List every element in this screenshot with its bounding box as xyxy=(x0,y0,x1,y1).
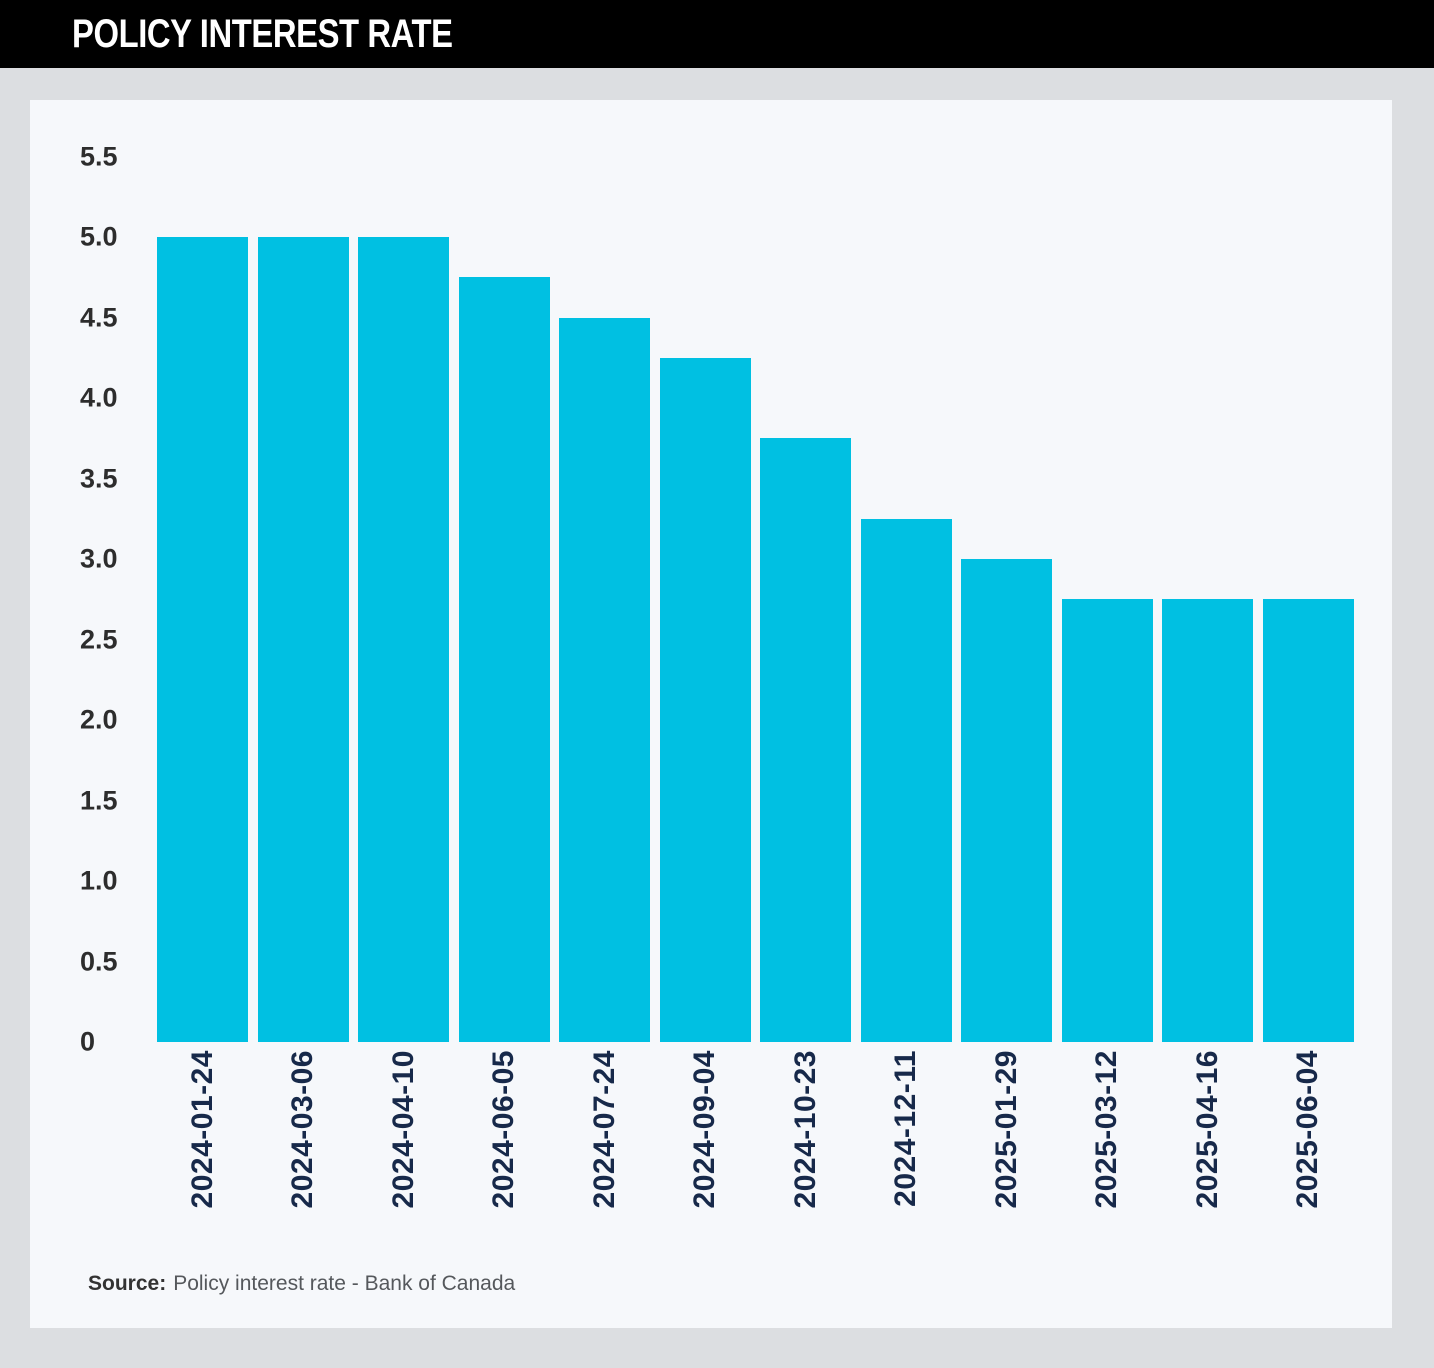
x-tick-label: 2025-04-16 xyxy=(1190,1050,1224,1209)
x-tick-label: 2024-12-11 xyxy=(889,1050,923,1207)
x-tick-label: 2025-03-12 xyxy=(1090,1050,1124,1209)
source-note: Source: Policy interest rate - Bank of Ca… xyxy=(88,1272,515,1296)
x-tick-label: 2025-01-29 xyxy=(989,1050,1023,1209)
x-tick: 2025-04-16 xyxy=(1162,1050,1253,1275)
x-tick-label: 2024-10-23 xyxy=(788,1050,822,1209)
y-tick-label: 4.5 xyxy=(80,302,118,332)
bar-2025-04-16 xyxy=(1162,599,1254,1042)
bar-2025-06-04 xyxy=(1262,599,1354,1042)
bar-2024-04-10 xyxy=(358,237,450,1042)
y-tick-label: 2.0 xyxy=(80,704,118,735)
page-title: POLICY INTEREST RATE xyxy=(72,11,453,56)
bar-2024-10-23 xyxy=(760,438,852,1042)
x-tick: 2024-03-06 xyxy=(258,1050,349,1275)
x-tick-label: 2024-09-04 xyxy=(688,1050,722,1209)
y-tick-label: 0 xyxy=(80,1026,96,1057)
x-axis: 2024-01-24 2024-03-06 2024-04-10 2024-06-05… xyxy=(157,1050,1354,1275)
x-tick: 2025-06-04 xyxy=(1263,1050,1354,1275)
bar-2024-03-06 xyxy=(257,237,349,1042)
bar-2024-12-11 xyxy=(860,518,952,1042)
plot-area xyxy=(157,100,1354,1042)
x-tick: 2024-06-05 xyxy=(459,1050,550,1275)
y-tick-label: 3.5 xyxy=(80,463,118,493)
x-tick: 2024-01-24 xyxy=(157,1050,248,1275)
y-tick-label: 3.0 xyxy=(80,543,118,574)
x-tick-label: 2024-06-05 xyxy=(487,1050,521,1209)
bar-2024-07-24 xyxy=(559,317,651,1042)
bar-2025-03-12 xyxy=(1061,599,1153,1042)
y-tick-label: 2.5 xyxy=(80,624,118,654)
x-tick: 2024-07-24 xyxy=(559,1050,650,1275)
y-tick-label: 0.5 xyxy=(80,946,118,976)
x-tick-label: 2024-01-24 xyxy=(185,1050,219,1209)
bar-2024-01-24 xyxy=(157,237,248,1042)
x-tick-label: 2024-07-24 xyxy=(587,1050,621,1209)
y-tick-label: 1.0 xyxy=(80,865,118,896)
x-tick: 2024-04-10 xyxy=(358,1050,449,1275)
y-tick-label: 5.0 xyxy=(80,221,118,252)
x-tick: 2025-01-29 xyxy=(961,1050,1052,1275)
x-tick-label: 2024-04-10 xyxy=(386,1050,420,1209)
bar-2024-09-04 xyxy=(659,357,751,1042)
x-tick-label: 2025-06-04 xyxy=(1291,1050,1325,1209)
y-tick-label: 4.0 xyxy=(80,382,118,413)
y-tick-label: 5.5 xyxy=(80,141,118,171)
chart-card: 5.5 5.0 4.5 4.0 3.5 3.0 2.5 2.0 1.5 1.0 0.5 0 2024-… xyxy=(30,100,1392,1328)
x-tick: 2025-03-12 xyxy=(1062,1050,1153,1275)
x-tick: 2024-09-04 xyxy=(660,1050,751,1275)
x-tick-label: 2024-03-06 xyxy=(286,1050,320,1209)
x-tick: 2024-10-23 xyxy=(760,1050,851,1275)
bar-2024-06-05 xyxy=(458,277,550,1042)
bar-2025-01-29 xyxy=(961,559,1053,1042)
source-label: Source: xyxy=(88,1272,167,1295)
x-tick: 2024-12-11 xyxy=(861,1050,952,1275)
chart-header: POLICY INTEREST RATE xyxy=(0,0,1434,68)
y-tick-label: 1.5 xyxy=(80,785,118,815)
source-text: Policy interest rate - Bank of Canada xyxy=(173,1272,516,1295)
